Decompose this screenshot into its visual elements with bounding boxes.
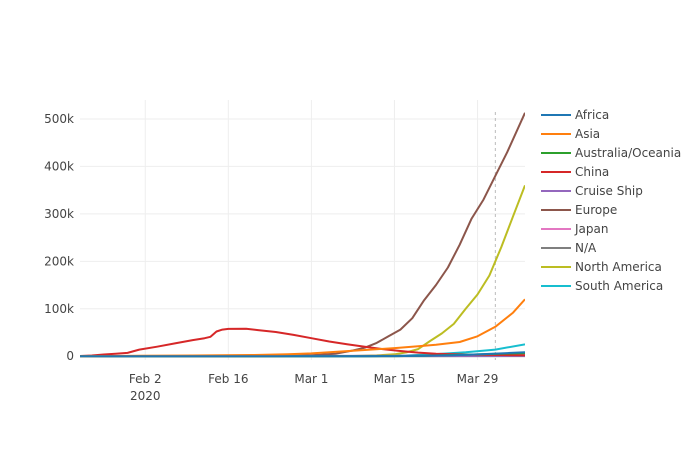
- x-tick-label: Mar 29: [457, 372, 499, 386]
- grid-layer: [80, 100, 525, 360]
- y-tick-label: 400k: [44, 159, 74, 173]
- legend-label: Europe: [575, 203, 617, 217]
- x-tick-label: Mar 1: [294, 372, 328, 386]
- x-tick-label: Mar 15: [374, 372, 416, 386]
- y-tick-label: 100k: [44, 302, 74, 316]
- legend: Africa Asia Australia/Oceania China Cruise S…: [541, 108, 681, 293]
- series-line-north-america: [80, 185, 525, 356]
- y-tick-label: 300k: [44, 207, 74, 221]
- legend-item-europe: Europe: [541, 203, 617, 217]
- legend-label: N/A: [575, 241, 597, 255]
- legend-item-asia: Asia: [541, 127, 600, 141]
- x-tick-label: Feb 2: [129, 372, 162, 386]
- legend-label: Africa: [575, 108, 609, 122]
- legend-item-n-a: N/A: [541, 241, 597, 255]
- legend-label: Cruise Ship: [575, 184, 643, 198]
- legend-label: South America: [575, 279, 663, 293]
- x-tick-label: Feb 16: [208, 372, 248, 386]
- legend-label: Australia/Oceania: [575, 146, 681, 160]
- legend-item-north-america: North America: [541, 260, 662, 274]
- legend-item-china: China: [541, 165, 609, 179]
- legend-label: China: [575, 165, 609, 179]
- y-tick-label: 500k: [44, 112, 74, 126]
- legend-item-africa: Africa: [541, 108, 609, 122]
- y-tick-label: 0: [66, 349, 74, 363]
- legend-item-japan: Japan: [541, 222, 608, 236]
- y-tick-label: 200k: [44, 254, 74, 268]
- x-tick-year-label: 2020: [130, 389, 161, 403]
- legend-item-cruise-ship: Cruise Ship: [541, 184, 643, 198]
- legend-label: North America: [575, 260, 662, 274]
- legend-label: Japan: [574, 222, 608, 236]
- legend-item-south-america: South America: [541, 279, 663, 293]
- axis-layer: 0 100k 200k 300k 400k 500k Feb 2 2020 Feb 16 Mar …: [44, 112, 498, 403]
- legend-item-australia-oceania: Australia/Oceania: [541, 146, 681, 160]
- series-layer: [80, 113, 525, 356]
- legend-label: Asia: [575, 127, 600, 141]
